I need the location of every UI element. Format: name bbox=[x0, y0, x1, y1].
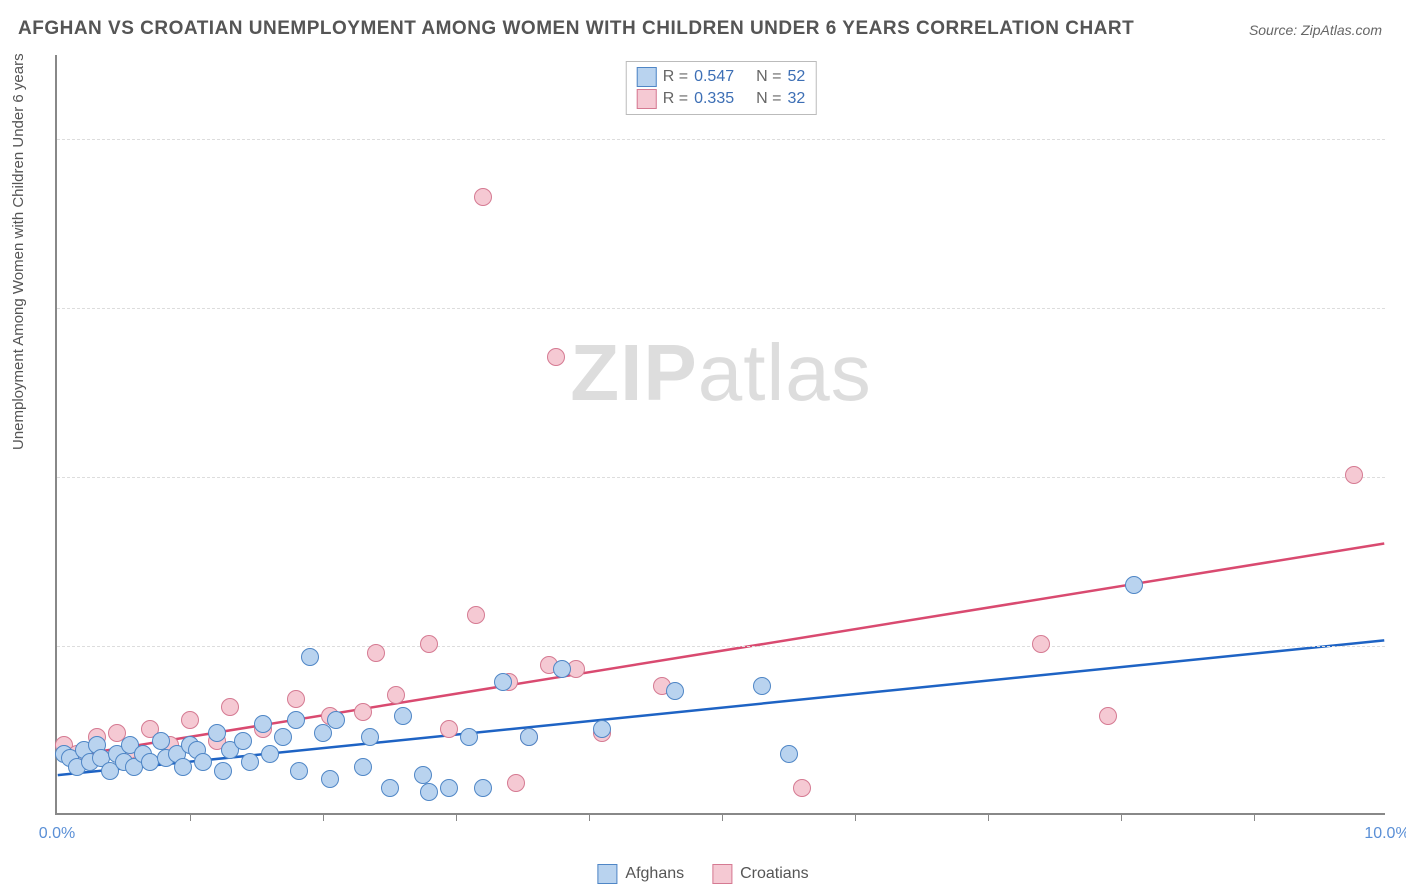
gridline-h bbox=[57, 477, 1385, 478]
data-point bbox=[367, 644, 385, 662]
data-point bbox=[261, 745, 279, 763]
data-point bbox=[467, 606, 485, 624]
legend-swatch bbox=[712, 864, 732, 884]
legend-N-label: N = bbox=[756, 90, 781, 108]
data-point bbox=[354, 703, 372, 721]
data-point bbox=[301, 648, 319, 666]
legend-R-label: R = bbox=[663, 90, 688, 108]
legend-N-value: 32 bbox=[787, 90, 805, 108]
data-point bbox=[241, 753, 259, 771]
data-point bbox=[494, 673, 512, 691]
data-point bbox=[414, 766, 432, 784]
legend-swatch bbox=[637, 89, 657, 109]
data-point bbox=[290, 762, 308, 780]
trend-lines-layer bbox=[57, 55, 1385, 813]
y-tick-label: 40.0% bbox=[1393, 468, 1406, 486]
data-point bbox=[753, 677, 771, 695]
data-point bbox=[394, 707, 412, 725]
data-point bbox=[381, 779, 399, 797]
legend-stats-box: R = 0.547 N = 52 R = 0.335 N = 32 bbox=[626, 61, 817, 115]
x-tick-mark bbox=[988, 813, 989, 821]
data-point bbox=[593, 720, 611, 738]
data-point bbox=[1125, 576, 1143, 594]
gridline-h bbox=[57, 139, 1385, 140]
data-point bbox=[254, 715, 272, 733]
x-tick-mark bbox=[589, 813, 590, 821]
data-point bbox=[420, 783, 438, 801]
legend-R-label: R = bbox=[663, 68, 688, 86]
data-point bbox=[440, 720, 458, 738]
legend-item: Croatians bbox=[712, 864, 808, 884]
data-point bbox=[474, 188, 492, 206]
x-tick-mark bbox=[456, 813, 457, 821]
data-point bbox=[274, 728, 292, 746]
data-point bbox=[287, 690, 305, 708]
legend-stats-row: R = 0.547 N = 52 bbox=[637, 66, 806, 88]
y-tick-label: 60.0% bbox=[1393, 299, 1406, 317]
data-point bbox=[287, 711, 305, 729]
data-point bbox=[553, 660, 571, 678]
data-point bbox=[354, 758, 372, 776]
y-tick-label: 20.0% bbox=[1393, 637, 1406, 655]
chart-title: AFGHAN VS CROATIAN UNEMPLOYMENT AMONG WO… bbox=[18, 18, 1134, 40]
plot-area: ZIPatlas R =0.547N =52R =0.335N =32 20.0… bbox=[55, 55, 1385, 815]
x-tick-mark bbox=[1254, 813, 1255, 821]
watermark-atlas: atlas bbox=[698, 328, 872, 417]
data-point bbox=[327, 711, 345, 729]
x-tick-mark bbox=[323, 813, 324, 821]
x-tick-mark bbox=[190, 813, 191, 821]
x-tick-label: 0.0% bbox=[39, 825, 75, 843]
legend-R-value: 0.547 bbox=[694, 68, 734, 86]
data-point bbox=[460, 728, 478, 746]
legend-stats-row: R = 0.335 N = 32 bbox=[637, 88, 806, 110]
data-point bbox=[194, 753, 212, 771]
data-point bbox=[1032, 635, 1050, 653]
trend-line bbox=[58, 640, 1385, 775]
data-point bbox=[361, 728, 379, 746]
data-point bbox=[793, 779, 811, 797]
legend-series-label: Croatians bbox=[740, 865, 808, 883]
y-axis-label: Unemployment Among Women with Children U… bbox=[10, 53, 27, 450]
data-point bbox=[474, 779, 492, 797]
data-point bbox=[507, 774, 525, 792]
data-point bbox=[666, 682, 684, 700]
data-point bbox=[1345, 466, 1363, 484]
data-point bbox=[321, 770, 339, 788]
data-point bbox=[420, 635, 438, 653]
legend-series-label: Afghans bbox=[625, 865, 684, 883]
data-point bbox=[221, 698, 239, 716]
watermark: ZIPatlas bbox=[570, 327, 871, 419]
data-point bbox=[234, 732, 252, 750]
data-point bbox=[1099, 707, 1117, 725]
legend-swatch bbox=[597, 864, 617, 884]
watermark-zip: ZIP bbox=[570, 328, 697, 417]
data-point bbox=[387, 686, 405, 704]
data-point bbox=[780, 745, 798, 763]
legend-bottom: Afghans Croatians bbox=[597, 864, 808, 884]
chart-container: AFGHAN VS CROATIAN UNEMPLOYMENT AMONG WO… bbox=[0, 0, 1406, 892]
y-tick-label: 80.0% bbox=[1393, 130, 1406, 148]
gridline-h bbox=[57, 308, 1385, 309]
legend-N-value: 52 bbox=[787, 68, 805, 86]
data-point bbox=[547, 348, 565, 366]
legend-R-value: 0.335 bbox=[694, 90, 734, 108]
legend-item: Afghans bbox=[597, 864, 684, 884]
data-point bbox=[214, 762, 232, 780]
data-point bbox=[520, 728, 538, 746]
x-tick-label: 10.0% bbox=[1364, 825, 1406, 843]
x-tick-mark bbox=[1121, 813, 1122, 821]
data-point bbox=[152, 732, 170, 750]
legend-swatch bbox=[637, 67, 657, 87]
legend-N-label: N = bbox=[756, 68, 781, 86]
data-point bbox=[208, 724, 226, 742]
data-point bbox=[174, 758, 192, 776]
x-tick-mark bbox=[855, 813, 856, 821]
x-tick-mark bbox=[722, 813, 723, 821]
data-point bbox=[440, 779, 458, 797]
data-point bbox=[181, 711, 199, 729]
source-attribution: Source: ZipAtlas.com bbox=[1249, 22, 1382, 38]
gridline-h bbox=[57, 646, 1385, 647]
